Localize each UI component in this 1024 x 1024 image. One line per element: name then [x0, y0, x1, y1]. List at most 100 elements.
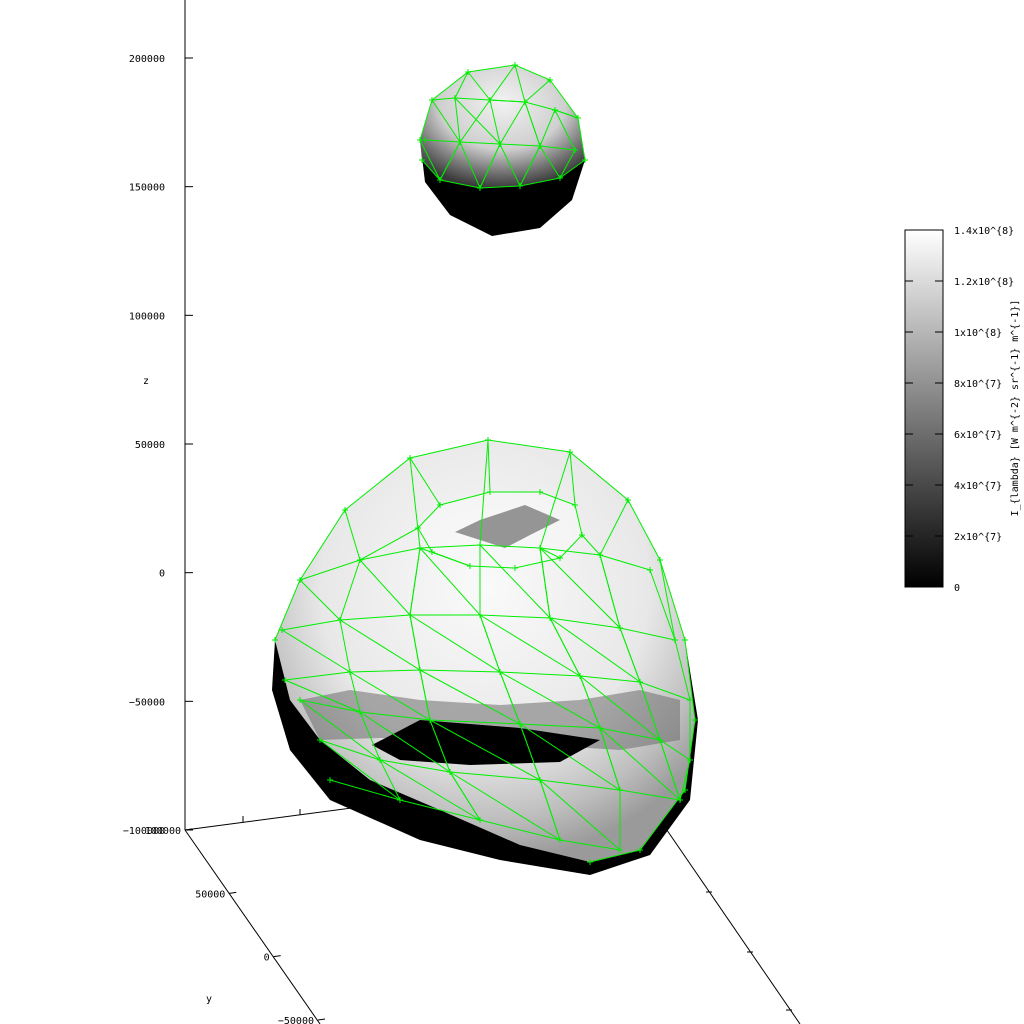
mesh-node	[692, 717, 698, 723]
colorbar-tick-label: 1x10^{8}	[954, 328, 1002, 339]
mesh-node	[347, 669, 353, 675]
mesh-node	[517, 183, 523, 189]
mesh-node	[552, 107, 558, 113]
z-tick-label: 50000	[135, 440, 165, 451]
mesh-node	[417, 667, 423, 673]
mesh-node	[522, 99, 528, 105]
mesh-node	[377, 757, 383, 763]
mesh-node	[467, 563, 473, 569]
z-axis-ticks: 200000 150000 100000 50000 0 −50000 −100000	[123, 54, 193, 837]
y-axis-line	[184, 829, 321, 1024]
mesh-node	[579, 532, 585, 538]
mesh-node	[617, 847, 623, 853]
z-tick-label: 200000	[129, 54, 165, 65]
z-axis-label: z	[143, 376, 149, 387]
mesh-node	[437, 177, 443, 183]
mesh-node	[517, 721, 523, 727]
mesh-node	[647, 567, 653, 573]
y-tick-mark	[229, 891, 237, 894]
y-tick-label: 50000	[195, 889, 225, 900]
mesh-node	[687, 697, 693, 703]
mesh-node	[279, 627, 285, 633]
mesh-node	[477, 185, 483, 191]
y-tick-label: −50000	[278, 1016, 314, 1024]
mesh-node	[447, 769, 453, 775]
mesh-node	[572, 147, 578, 153]
mesh-node	[537, 777, 543, 783]
colorbar-tick-label: 1.2x10^{8}	[954, 277, 1014, 288]
mesh-node	[582, 157, 588, 163]
body-lit-face	[275, 440, 695, 862]
mesh-node	[617, 625, 623, 631]
colorbar-tick-label: 0	[954, 583, 960, 594]
mesh-node	[575, 115, 581, 121]
mesh-node	[487, 97, 493, 103]
mesh-node	[625, 497, 631, 503]
colorbar-tick-label: 8x10^{7}	[954, 379, 1002, 390]
mesh-node	[487, 489, 493, 495]
colorbar: 0 2x10^{7} 4x10^{7} 6x10^{7} 8x10^{7} 1x10^{8…	[904, 226, 1021, 594]
large-toroidal-body	[272, 62, 698, 875]
mesh-node	[477, 612, 483, 618]
mesh-node	[342, 507, 348, 513]
mesh-node	[397, 797, 403, 803]
mesh-node	[677, 797, 683, 803]
colorbar-tick-label: 1.4x10^{8}	[954, 226, 1014, 237]
y-tick-mark	[184, 828, 193, 831]
mesh-node	[419, 157, 425, 163]
mesh-node	[407, 455, 413, 461]
mesh-node	[429, 97, 435, 103]
mesh-node	[547, 77, 553, 83]
mesh-node	[672, 637, 678, 643]
mesh-node	[477, 817, 483, 823]
mesh-node	[327, 777, 333, 783]
colorbar-label: I_{lambda} [W m^{-2} sr^{-1} m^{-1}]	[1010, 300, 1021, 517]
mesh-node	[617, 787, 623, 793]
mesh-node	[297, 577, 303, 583]
mesh-node	[417, 545, 423, 551]
y-tick-mark	[273, 955, 281, 958]
mesh-node	[465, 69, 471, 75]
mesh-node	[687, 757, 693, 763]
mesh-node	[437, 502, 443, 508]
mesh-node	[567, 449, 573, 455]
mesh-node	[557, 555, 563, 561]
y-axis-label: y	[206, 994, 212, 1005]
z-tick-label: −50000	[129, 697, 165, 708]
mesh-node	[537, 143, 543, 149]
mesh-node	[557, 175, 563, 181]
mesh-node	[297, 697, 303, 703]
mesh-node	[485, 437, 491, 443]
z-tick-label: 100000	[129, 311, 165, 322]
x-axis-far-line	[659, 819, 801, 1024]
mesh-node	[597, 552, 603, 558]
colorbar-tick-label: 6x10^{7}	[954, 430, 1002, 441]
mesh-node	[587, 859, 593, 865]
z-tick-label: 150000	[129, 183, 165, 194]
mesh-node	[637, 679, 643, 685]
mesh-node	[357, 709, 363, 715]
y-tick-label: 0	[264, 953, 270, 964]
mesh-node	[457, 139, 463, 145]
small-sphere	[419, 64, 586, 236]
z-tick-label: −100000	[123, 826, 165, 837]
mesh-node	[557, 837, 563, 843]
mesh-node	[477, 542, 483, 548]
mesh-node	[512, 62, 518, 68]
mesh-node	[512, 565, 518, 571]
base-axes: 100000 50000 0 −50000 y	[145, 789, 801, 1024]
mesh-node	[357, 557, 363, 563]
colorbar-tick-label: 4x10^{7}	[954, 481, 1002, 492]
mesh-nodes	[272, 62, 698, 865]
mesh-node	[272, 637, 278, 643]
mesh-node	[407, 612, 413, 618]
mesh-node	[422, 137, 428, 143]
mesh-node	[317, 737, 323, 743]
mesh-node	[657, 557, 663, 563]
sphere-lit-face	[420, 65, 585, 188]
colorbar-gradient	[904, 229, 944, 588]
mesh-node	[429, 549, 435, 555]
colorbar-ticks: 0 2x10^{7} 4x10^{7} 6x10^{7} 8x10^{7} 1x10^{8…	[905, 226, 1014, 594]
mesh-node	[537, 489, 543, 495]
